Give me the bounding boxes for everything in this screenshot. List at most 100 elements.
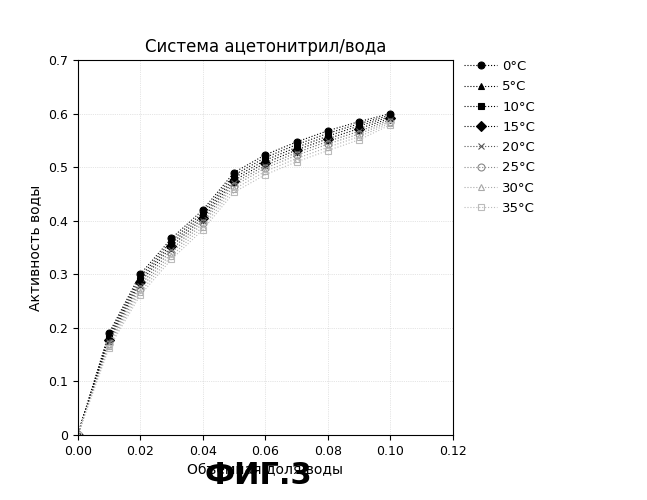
- 35°C: [74, 432, 82, 438]
- 10°C: [386, 114, 394, 120]
- 5°C: [199, 210, 206, 216]
- 5°C: [292, 142, 300, 148]
- 20°C: [230, 180, 238, 186]
- Text: ФИГ.3: ФИГ.3: [205, 461, 313, 490]
- 15°C: [230, 178, 238, 184]
- Y-axis label: Активность воды: Активность воды: [28, 184, 42, 310]
- 35°C: [355, 137, 363, 143]
- Line: 30°C: 30°C: [74, 120, 394, 438]
- 35°C: [292, 159, 300, 165]
- Line: 15°C: 15°C: [74, 115, 394, 438]
- 20°C: [137, 282, 144, 288]
- Legend: 0°C, 5°C, 10°C, 15°C, 20°C, 25°C, 30°C, 35°C: 0°C, 5°C, 10°C, 15°C, 20°C, 25°C, 30°C, …: [464, 60, 535, 215]
- 15°C: [261, 160, 269, 166]
- 20°C: [292, 150, 300, 156]
- 10°C: [168, 241, 175, 247]
- 35°C: [386, 122, 394, 128]
- 15°C: [199, 215, 206, 221]
- 35°C: [199, 227, 206, 233]
- 30°C: [230, 186, 238, 192]
- 25°C: [105, 341, 113, 347]
- 25°C: [230, 183, 238, 189]
- 5°C: [261, 154, 269, 160]
- 35°C: [230, 190, 238, 196]
- 20°C: [355, 128, 363, 134]
- Line: 20°C: 20°C: [74, 116, 394, 438]
- 35°C: [324, 148, 332, 154]
- 20°C: [386, 117, 394, 123]
- 25°C: [199, 220, 206, 226]
- 30°C: [199, 224, 206, 230]
- 20°C: [199, 218, 206, 224]
- 10°C: [292, 144, 300, 150]
- 0°C: [292, 139, 300, 145]
- 15°C: [137, 280, 144, 285]
- 25°C: [386, 118, 394, 124]
- 5°C: [168, 238, 175, 244]
- 0°C: [230, 170, 238, 175]
- 35°C: [137, 292, 144, 298]
- 25°C: [168, 250, 175, 256]
- 30°C: [324, 144, 332, 150]
- 35°C: [261, 172, 269, 177]
- Line: 5°C: 5°C: [74, 112, 394, 438]
- 25°C: [74, 432, 82, 438]
- 10°C: [324, 133, 332, 139]
- 5°C: [230, 172, 238, 178]
- Line: 35°C: 35°C: [75, 122, 393, 438]
- 5°C: [74, 432, 82, 438]
- 0°C: [105, 330, 113, 336]
- 30°C: [137, 289, 144, 295]
- 35°C: [105, 345, 113, 351]
- 20°C: [168, 246, 175, 252]
- 25°C: [324, 141, 332, 147]
- 0°C: [386, 110, 394, 116]
- 0°C: [324, 128, 332, 134]
- 20°C: [105, 339, 113, 345]
- 15°C: [355, 126, 363, 132]
- 5°C: [355, 120, 363, 126]
- 5°C: [324, 130, 332, 136]
- 10°C: [261, 157, 269, 163]
- 0°C: [199, 207, 206, 213]
- 30°C: [386, 120, 394, 126]
- 30°C: [355, 134, 363, 140]
- 10°C: [230, 175, 238, 181]
- 15°C: [386, 116, 394, 121]
- 0°C: [168, 236, 175, 242]
- 20°C: [74, 432, 82, 438]
- 0°C: [355, 118, 363, 124]
- 0°C: [261, 152, 269, 158]
- 10°C: [105, 334, 113, 340]
- 5°C: [105, 332, 113, 338]
- 25°C: [137, 286, 144, 292]
- X-axis label: Объемная доля воды: Объемная доля воды: [187, 464, 344, 477]
- 30°C: [292, 156, 300, 162]
- 0°C: [137, 272, 144, 278]
- 15°C: [168, 244, 175, 250]
- 30°C: [74, 432, 82, 438]
- 5°C: [386, 112, 394, 118]
- 20°C: [261, 162, 269, 168]
- Line: 25°C: 25°C: [74, 118, 394, 438]
- 30°C: [261, 168, 269, 174]
- Line: 0°C: 0°C: [74, 110, 394, 438]
- 0°C: [74, 432, 82, 438]
- 15°C: [292, 147, 300, 153]
- 25°C: [261, 165, 269, 171]
- 10°C: [355, 123, 363, 129]
- 10°C: [137, 276, 144, 282]
- 20°C: [324, 138, 332, 144]
- 25°C: [355, 131, 363, 137]
- 10°C: [74, 432, 82, 438]
- Title: Система ацетонитрил/вода: Система ацетонитрил/вода: [144, 38, 386, 56]
- 5°C: [137, 274, 144, 280]
- 15°C: [324, 136, 332, 141]
- 10°C: [199, 212, 206, 218]
- 30°C: [105, 343, 113, 349]
- Line: 10°C: 10°C: [75, 114, 393, 438]
- 35°C: [168, 256, 175, 262]
- 15°C: [74, 432, 82, 438]
- 15°C: [105, 336, 113, 342]
- 30°C: [168, 253, 175, 259]
